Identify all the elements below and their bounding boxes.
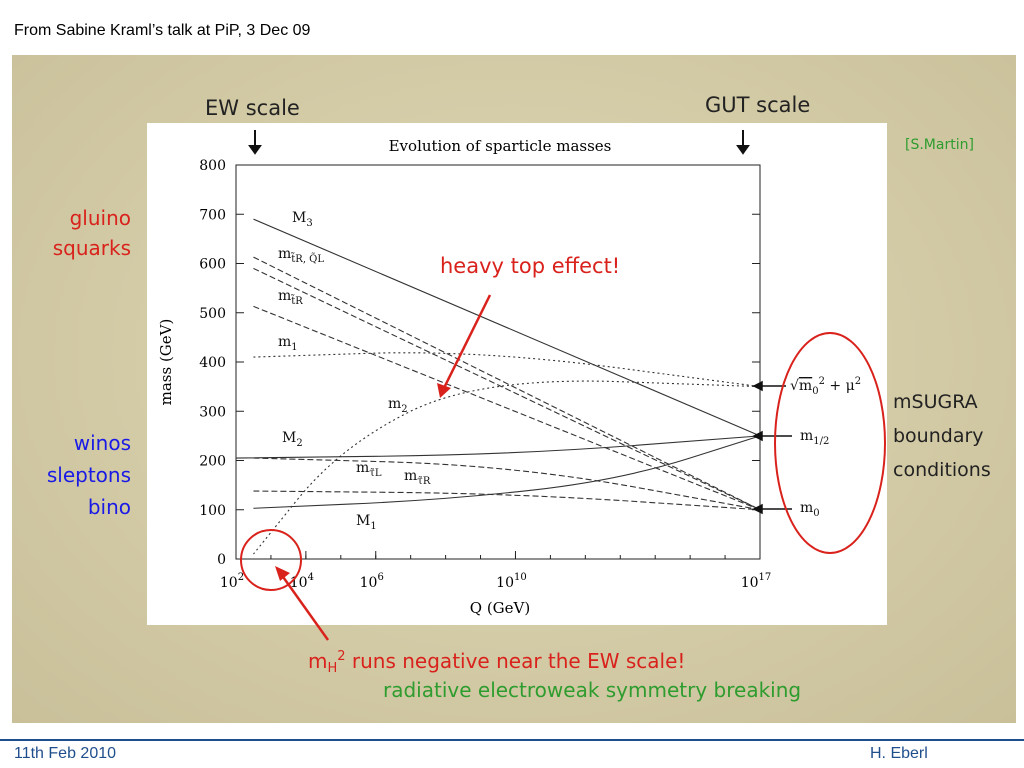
msugra-line2: boundary	[893, 425, 984, 447]
curve-label-mtauR: mτ̃R	[404, 468, 431, 487]
x-tick-label: 1010	[496, 572, 527, 591]
series-line-M2	[235, 435, 761, 459]
series-line-mtR	[253, 305, 761, 511]
y-tick-label: 700	[199, 207, 226, 223]
series-line-mtauR	[253, 490, 761, 511]
curve-label-M2: M2	[282, 430, 303, 449]
footer-divider	[0, 739, 1024, 741]
series-layer	[235, 218, 761, 555]
msugra-line1: mSUGRA	[893, 391, 978, 413]
y-axis-label: mass (GeV)	[157, 319, 175, 406]
credit-label: [S.Martin]	[905, 137, 974, 153]
gut-scale-label: GUT scale	[705, 93, 810, 117]
label-m-half: m1/2	[800, 428, 829, 447]
rewsb-label: radiative electroweak symmetry breaking	[383, 678, 801, 702]
sleptons-label: sleptons	[47, 463, 131, 487]
arrowhead-m0	[752, 503, 763, 515]
y-tick-label: 500	[199, 306, 226, 322]
msugra-line3: conditions	[893, 459, 991, 481]
msugra-ellipse	[774, 332, 886, 554]
x-tick-label: 1017	[741, 572, 772, 591]
curve-label-m2: m2	[388, 396, 408, 415]
plot-card	[147, 123, 887, 625]
series-line-M1	[253, 435, 761, 509]
winos-label: winos	[74, 431, 131, 455]
series-line-m2	[253, 380, 761, 555]
gluino-label: gluino	[70, 206, 131, 230]
label-sqrt-m0-mu: √m02 + μ2	[790, 376, 861, 397]
curve-label-M3: M3	[292, 210, 313, 229]
y-tick-label: 400	[199, 355, 226, 371]
slide-header: From Sabine Kraml’s talk at PiP, 3 Dec 0…	[14, 22, 311, 39]
series-line-mtauL	[253, 457, 761, 511]
y-tick-label: 100	[199, 503, 226, 519]
footer-date: 11th Feb 2010	[14, 745, 117, 762]
heavy-top-arrow	[442, 294, 492, 389]
y-tick-label: 0	[217, 552, 226, 568]
ew-scale-label: EW scale	[205, 96, 300, 120]
x-tick-label: 102	[220, 572, 244, 591]
x-tick-label: 106	[360, 572, 384, 591]
y-tick-label: 200	[199, 454, 226, 470]
series-line-M3	[253, 218, 761, 437]
curve-label-M1: M1	[356, 513, 377, 532]
series-line-mbR	[253, 267, 761, 511]
arrowhead-sqrt	[752, 380, 763, 392]
heavy-top-label: heavy top effect!	[440, 254, 620, 278]
y-tick-label: 600	[199, 257, 226, 273]
squarks-label: squarks	[53, 236, 131, 260]
chart-title: Evolution of sparticle masses	[389, 137, 612, 155]
y-tick-label: 300	[199, 404, 226, 420]
series-line-m1	[253, 352, 761, 388]
arrowhead-m-half	[752, 430, 763, 442]
curve-label-m1: m1	[278, 334, 298, 353]
footer-author: H. Eberl	[870, 745, 928, 762]
mh-arrow	[279, 573, 330, 641]
ew-circle	[240, 529, 302, 591]
curve-label-mtR: mt̃R	[278, 288, 303, 307]
bino-label: bino	[88, 495, 131, 519]
label-m0: m0	[800, 500, 820, 519]
y-tick-label: 800	[199, 158, 226, 174]
curve-label-mQ: mt̃R, Q̃L	[278, 246, 324, 265]
curve-label-mtauL: mτ̃L	[356, 460, 382, 479]
x-axis-label: Q (GeV)	[470, 599, 530, 617]
mh-negative-label: mH2 runs negative near the EW scale!	[308, 649, 685, 676]
series-line-mtRQL	[253, 256, 761, 511]
